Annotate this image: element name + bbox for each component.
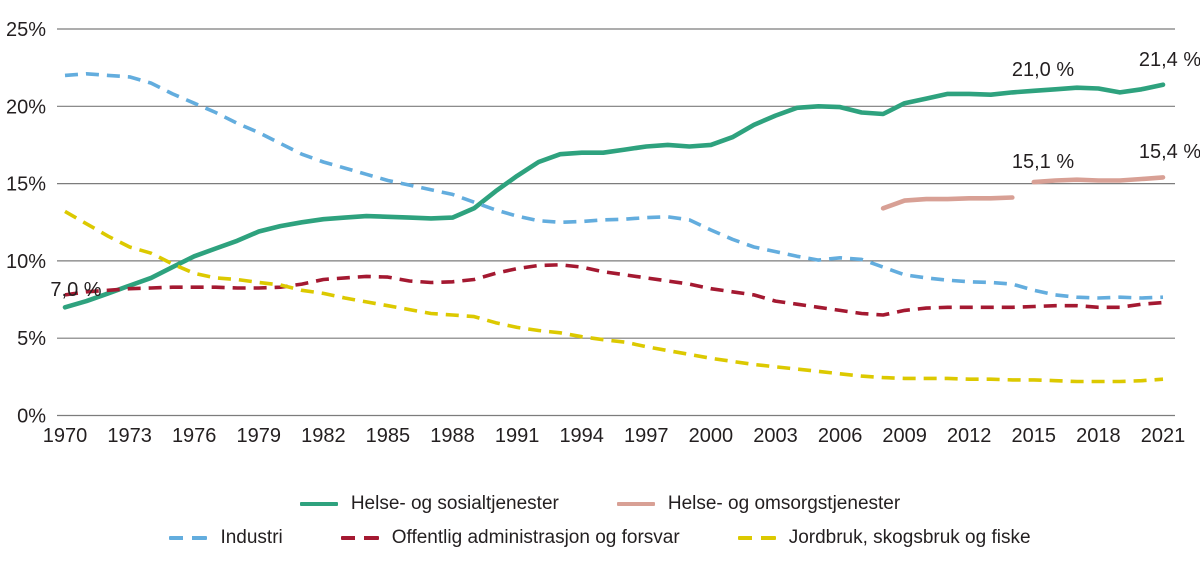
series-line-3 xyxy=(64,262,1164,317)
legend-row: Industri Offentlig administrasjon og fors… xyxy=(0,527,1200,549)
legend-label: Helse- og sosialtjenester xyxy=(350,493,559,514)
y-axis-label: 5% xyxy=(17,328,46,350)
legend-item: Helse- og sosialtjenester xyxy=(299,493,559,515)
x-axis-label: 1970 xyxy=(43,425,88,447)
y-axis-label: 15% xyxy=(6,174,46,196)
x-axis-label: 1976 xyxy=(172,425,217,447)
x-axis-label: 1991 xyxy=(495,425,540,447)
legend-item: Offentlig administrasjon og forsvar xyxy=(340,527,680,549)
legend-label: Jordbruk, skogsbruk og fiske xyxy=(788,527,1031,548)
x-axis-label: 1988 xyxy=(430,425,475,447)
chart-legend: Helse- og sosialtjenester Helse- og omsor… xyxy=(0,493,1200,549)
y-axis-label: 20% xyxy=(6,96,46,118)
x-axis-label: 2015 xyxy=(1012,425,1057,447)
legend-label: Helse- og omsorgstjenester xyxy=(667,493,901,514)
x-axis-label: 2018 xyxy=(1076,425,1121,447)
x-axis-label: 1985 xyxy=(366,425,411,447)
legend-item: Industri xyxy=(169,527,283,549)
legend-label: Industri xyxy=(220,527,283,548)
line-chart: 25% 20% 15% 10% 5% 0%1970 1973 1976 1979 1982 1985… xyxy=(6,19,1200,447)
x-axis-label: 1997 xyxy=(624,425,669,447)
y-axis-label: 25% xyxy=(6,19,46,41)
x-axis-label: 1982 xyxy=(301,425,346,447)
legend-row: Helse- og sosialtjenester Helse- og omsor… xyxy=(0,493,1200,515)
legend-item: Jordbruk, skogsbruk og fiske xyxy=(737,527,1031,549)
data-label: 15,4 % xyxy=(1139,141,1200,163)
y-axis-label: 10% xyxy=(6,251,46,273)
data-label: 21,0 % xyxy=(1012,59,1074,81)
series-line-0 xyxy=(62,82,1166,310)
x-axis-label: 1979 xyxy=(237,425,282,447)
x-axis-label: 2000 xyxy=(689,425,734,447)
series-line-1 xyxy=(1031,175,1166,185)
data-label: 21,4 % xyxy=(1139,49,1200,71)
series-line-4 xyxy=(64,209,1164,384)
legend-item: Helse- og omsorgstjenester xyxy=(616,493,901,515)
x-axis-label: 2012 xyxy=(947,425,992,447)
legend-swatch-dashed xyxy=(169,536,208,540)
x-axis-label: 1973 xyxy=(107,425,152,447)
series-line-1 xyxy=(880,195,1015,211)
legend-swatch-dashed xyxy=(737,536,776,540)
legend-label: Offentlig administrasjon og forsvar xyxy=(391,527,680,548)
x-axis-label: 1994 xyxy=(559,425,604,447)
x-axis-label: 2021 xyxy=(1141,425,1186,447)
legend-swatch-solid xyxy=(616,502,655,506)
data-label: 15,1 % xyxy=(1012,151,1074,173)
data-label: 7,0 % xyxy=(50,279,101,301)
x-axis-label: 2006 xyxy=(818,425,863,447)
legend-swatch-solid xyxy=(299,502,338,506)
x-axis-label: 2003 xyxy=(753,425,798,447)
x-axis-label: 2009 xyxy=(882,425,927,447)
legend-swatch-dashed xyxy=(340,536,379,540)
y-axis-label: 0% xyxy=(17,406,46,428)
series-line-2 xyxy=(64,72,1164,300)
